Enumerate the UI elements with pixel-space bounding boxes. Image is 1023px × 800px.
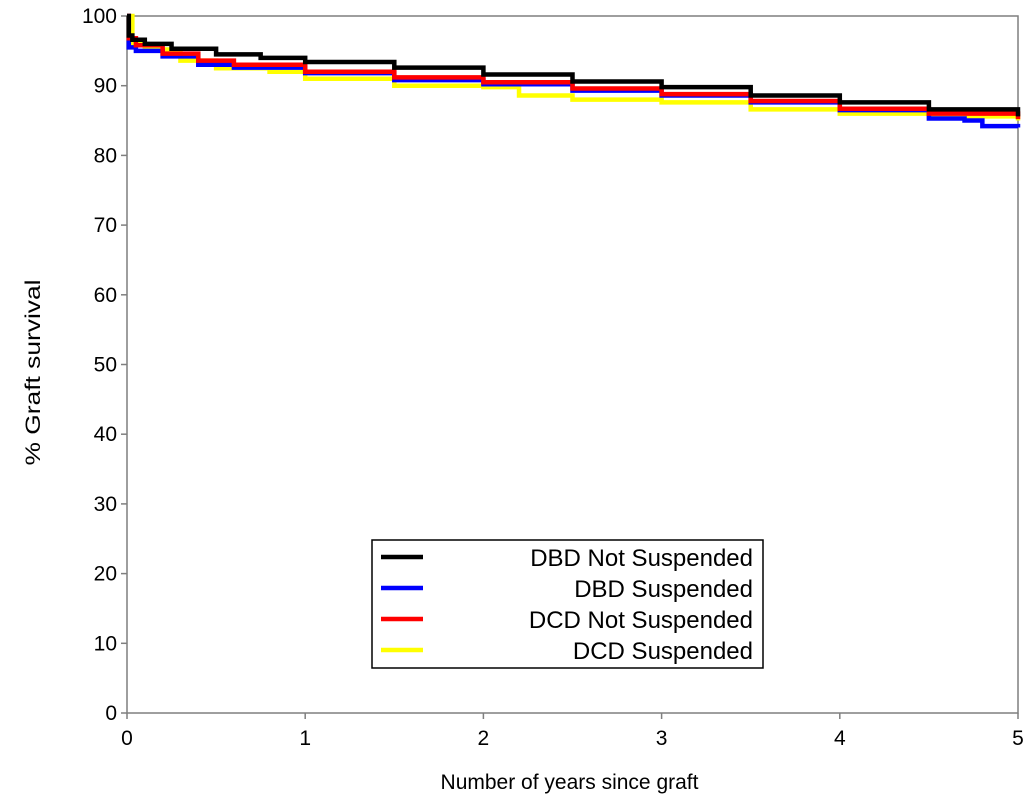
y-tick-label: 0: [105, 702, 117, 725]
legend-label-dbd-not-suspended: DBD Not Suspended: [530, 545, 753, 572]
y-tick-label: 90: [94, 75, 117, 98]
series-line-dbd-not-suspended: [126, 13, 1021, 117]
y-tick-label: 100: [82, 5, 117, 28]
legend-label-dbd-suspended: DBD Suspended: [574, 576, 753, 603]
legend: DBD Not Suspended DBD Suspended DCD Not Su…: [371, 539, 764, 669]
y-axis-title: % Graft survival: [22, 280, 45, 466]
legend-box: [371, 539, 764, 669]
series-layer: [126, 13, 1021, 129]
x-tick-label: 5: [1012, 727, 1023, 750]
y-tick-label: 70: [94, 214, 117, 237]
y-tick-label: 50: [94, 354, 117, 377]
y-axis: 0 10 20 30 40 50 60 70 80 90 100: [82, 5, 127, 725]
x-axis-title: Number of years since graft: [441, 771, 699, 794]
x-axis: 0 1 2 3 4 5: [121, 713, 1023, 750]
y-tick-label: 40: [94, 423, 117, 446]
x-tick-label: 4: [834, 727, 846, 750]
x-tick-label: 1: [299, 727, 311, 750]
x-tick-label: 2: [478, 727, 490, 750]
x-tick-label: 0: [121, 727, 133, 750]
y-tick-label: 30: [94, 493, 117, 516]
y-tick-label: 80: [94, 144, 117, 167]
legend-label-dcd-not-suspended: DCD Not Suspended: [529, 607, 753, 634]
legend-label-dcd-suspended: DCD Suspended: [573, 638, 753, 665]
y-tick-label: 60: [94, 284, 117, 307]
y-tick-label: 20: [94, 563, 117, 586]
x-tick-label: 3: [656, 727, 668, 750]
y-tick-label: 10: [94, 632, 117, 655]
